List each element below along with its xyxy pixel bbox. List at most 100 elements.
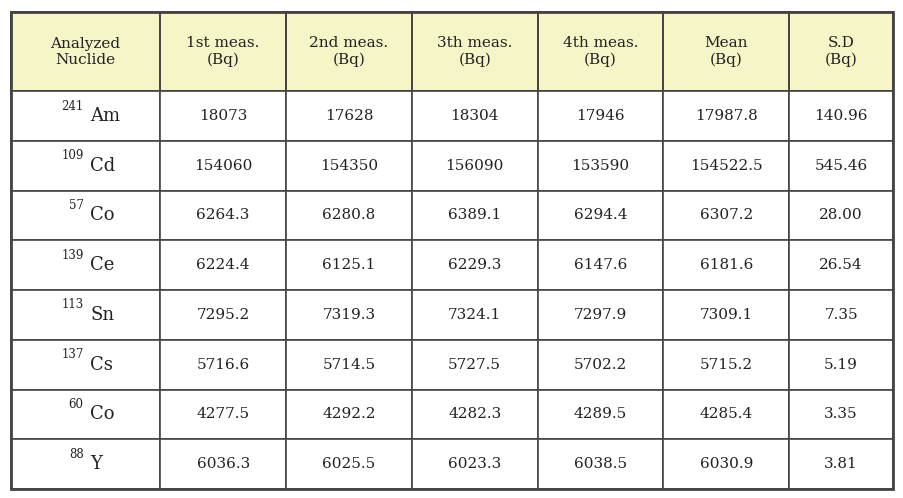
Text: 7.35: 7.35 (824, 308, 857, 322)
Text: 6307.2: 6307.2 (699, 209, 752, 223)
Bar (537, 141, 663, 191)
Text: 18304: 18304 (450, 109, 498, 123)
Text: 6036.3: 6036.3 (196, 457, 249, 471)
Bar (663, 340, 788, 389)
Bar (412, 141, 537, 191)
Text: 17628: 17628 (324, 109, 373, 123)
Bar (11, 141, 160, 191)
Text: 5714.5: 5714.5 (322, 358, 375, 372)
Bar (412, 389, 537, 439)
Bar (537, 191, 663, 241)
Text: 28.00: 28.00 (818, 209, 862, 223)
Bar (788, 389, 892, 439)
Bar (160, 91, 285, 141)
Text: 5715.2: 5715.2 (699, 358, 752, 372)
Bar (537, 241, 663, 290)
Text: 7297.9: 7297.9 (573, 308, 627, 322)
Text: Cd: Cd (90, 157, 116, 175)
Text: 154060: 154060 (194, 159, 252, 173)
Text: 6147.6: 6147.6 (573, 258, 627, 272)
Text: 156090: 156090 (445, 159, 503, 173)
Bar (537, 12, 663, 91)
Text: 6125.1: 6125.1 (321, 258, 375, 272)
Bar (788, 141, 892, 191)
Text: 17987.8: 17987.8 (694, 109, 757, 123)
Text: 241: 241 (61, 100, 84, 113)
Bar (160, 241, 285, 290)
Bar (285, 141, 412, 191)
Bar (285, 241, 412, 290)
Text: 139: 139 (61, 249, 84, 262)
Bar (663, 389, 788, 439)
Text: 17946: 17946 (575, 109, 624, 123)
Text: 57: 57 (69, 199, 84, 212)
Bar (160, 389, 285, 439)
Bar (412, 191, 537, 241)
Bar (788, 340, 892, 389)
Text: 1st meas.
(Bq): 1st meas. (Bq) (186, 36, 259, 67)
Text: 4th meas.
(Bq): 4th meas. (Bq) (562, 36, 638, 67)
Bar (537, 340, 663, 389)
Text: 545.46: 545.46 (814, 159, 867, 173)
Bar (663, 439, 788, 489)
Text: 5.19: 5.19 (824, 358, 857, 372)
Text: 4289.5: 4289.5 (573, 407, 627, 421)
Text: 5702.2: 5702.2 (573, 358, 627, 372)
Text: Am: Am (90, 107, 120, 125)
Bar (788, 12, 892, 91)
Text: 6025.5: 6025.5 (322, 457, 375, 471)
Bar (663, 191, 788, 241)
Text: 5727.5: 5727.5 (448, 358, 500, 372)
Bar (285, 340, 412, 389)
Bar (11, 91, 160, 141)
Text: 154522.5: 154522.5 (689, 159, 762, 173)
Bar (537, 389, 663, 439)
Text: 113: 113 (61, 298, 84, 311)
Bar (412, 91, 537, 141)
Text: Co: Co (90, 405, 115, 423)
Text: 137: 137 (61, 348, 84, 361)
Text: 6181.6: 6181.6 (699, 258, 752, 272)
Bar (160, 141, 285, 191)
Bar (285, 290, 412, 340)
Bar (663, 290, 788, 340)
Text: 2nd meas.
(Bq): 2nd meas. (Bq) (309, 36, 388, 67)
Text: 60: 60 (69, 398, 84, 411)
Text: 26.54: 26.54 (818, 258, 862, 272)
Text: 6023.3: 6023.3 (448, 457, 501, 471)
Bar (160, 12, 285, 91)
Bar (285, 439, 412, 489)
Text: 3.81: 3.81 (824, 457, 857, 471)
Text: 6038.5: 6038.5 (573, 457, 627, 471)
Text: 7324.1: 7324.1 (448, 308, 501, 322)
Text: 88: 88 (69, 448, 84, 461)
Text: 7319.3: 7319.3 (322, 308, 375, 322)
Bar (788, 241, 892, 290)
Bar (663, 241, 788, 290)
Bar (160, 191, 285, 241)
Bar (412, 340, 537, 389)
Text: Analyzed
Nuclide: Analyzed Nuclide (51, 37, 120, 67)
Text: 6294.4: 6294.4 (573, 209, 627, 223)
Text: 4277.5: 4277.5 (196, 407, 249, 421)
Text: Cs: Cs (90, 356, 113, 374)
Bar (160, 340, 285, 389)
Text: 3th meas.
(Bq): 3th meas. (Bq) (436, 36, 512, 67)
Bar (537, 91, 663, 141)
Text: 6264.3: 6264.3 (196, 209, 249, 223)
Bar (788, 91, 892, 141)
Text: 6280.8: 6280.8 (322, 209, 375, 223)
Text: Mean
(Bq): Mean (Bq) (703, 36, 747, 67)
Bar (11, 191, 160, 241)
Bar (412, 12, 537, 91)
Text: 18073: 18073 (199, 109, 247, 123)
Text: Ce: Ce (90, 256, 115, 274)
Bar (285, 91, 412, 141)
Text: 6229.3: 6229.3 (448, 258, 501, 272)
Bar (285, 191, 412, 241)
Text: 6030.9: 6030.9 (699, 457, 752, 471)
Bar (11, 389, 160, 439)
Text: 140.96: 140.96 (814, 109, 867, 123)
Text: 4292.2: 4292.2 (321, 407, 376, 421)
Bar (11, 439, 160, 489)
